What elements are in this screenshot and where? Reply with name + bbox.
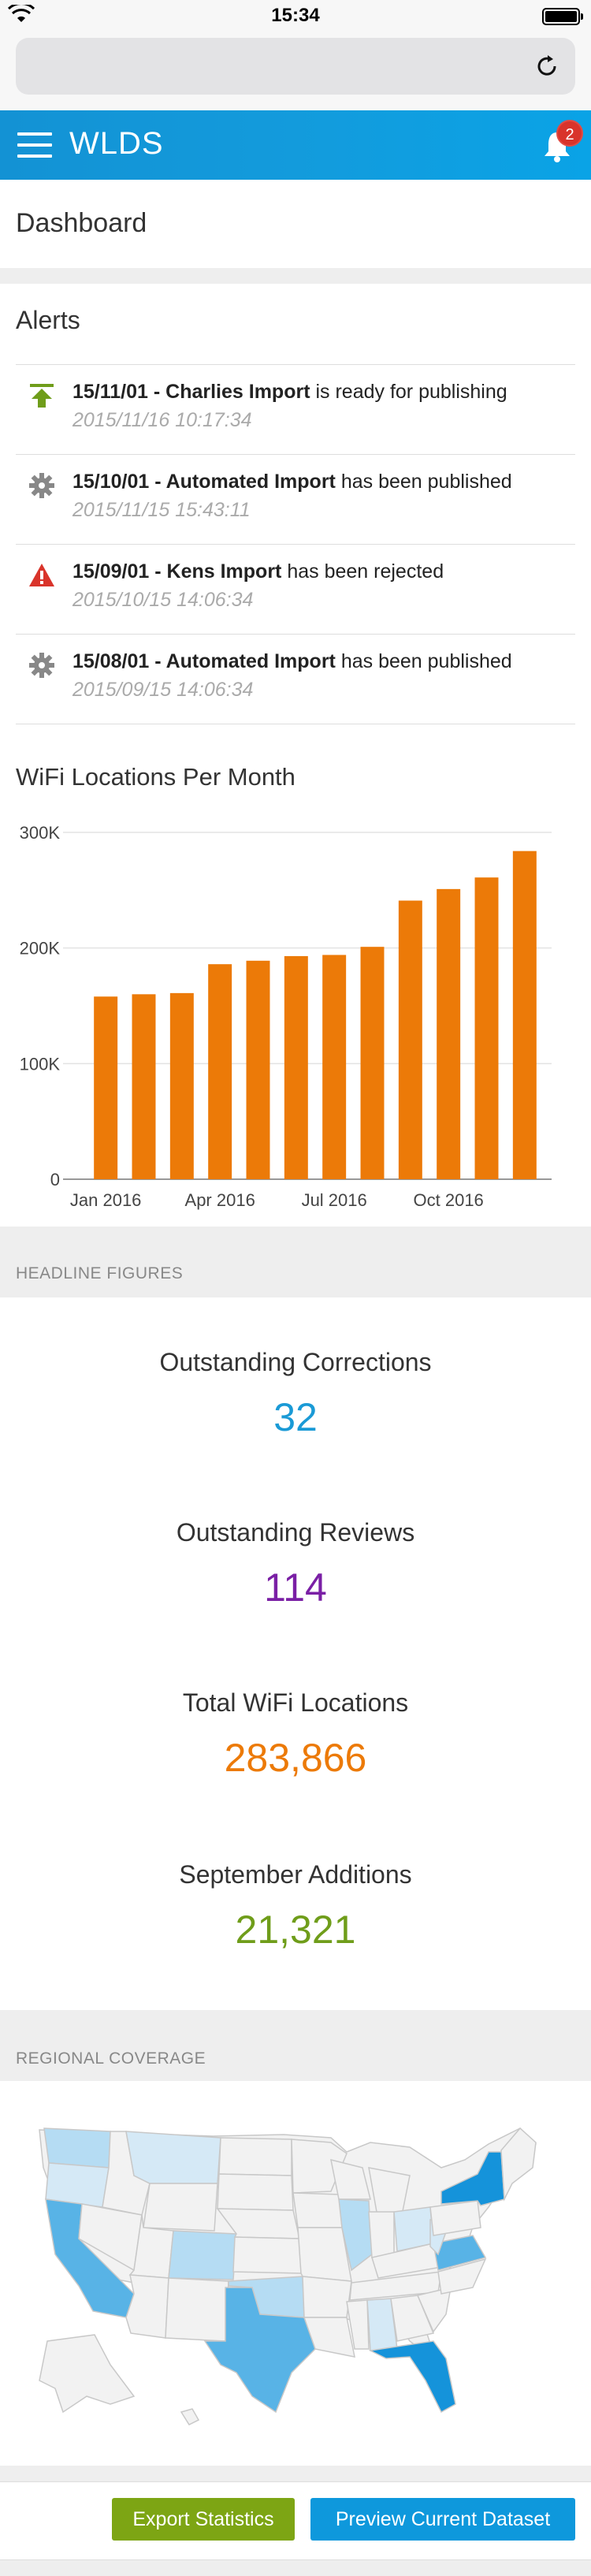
bar-feb-2016[interactable] [132, 994, 156, 1179]
address-bar[interactable] [16, 38, 575, 95]
state-florida [368, 2340, 456, 2414]
action-footer: Export Statistics Preview Current Datase… [0, 2481, 591, 2560]
state-washington [43, 2127, 111, 2168]
us-coverage-map[interactable] [0, 2081, 591, 2466]
state-montana [125, 2131, 221, 2184]
alert-time: 2015/11/15 15:43:11 [72, 499, 251, 521]
state-colorado [168, 2230, 237, 2280]
x-tick-label: Jan 2016 [70, 1190, 142, 1210]
bar-jun-2016[interactable] [284, 955, 308, 1179]
alert-item[interactable]: 15/09/01 - Kens Import has been rejected… [16, 545, 575, 635]
browser-toolbar [0, 32, 591, 110]
menu-icon[interactable] [17, 132, 52, 158]
state-wyoming [143, 2183, 218, 2232]
battery-icon [542, 8, 583, 25]
state-south-carolina [416, 2287, 452, 2333]
bar-oct-2016[interactable] [437, 888, 461, 1179]
x-tick-label: Apr 2016 [185, 1190, 255, 1210]
alert-item[interactable]: 15/11/01 - Charlies Import is ready for … [16, 365, 575, 455]
alert-item[interactable]: 15/08/01 - Automated Import has been pub… [16, 635, 575, 724]
figure-value: 114 [264, 1565, 327, 1610]
x-tick-label: Jul 2016 [302, 1190, 367, 1210]
state-hawaii [180, 2408, 200, 2425]
wifi-icon [8, 5, 35, 22]
status-bar: 15:34 [0, 0, 591, 32]
notification-badge: 2 [556, 120, 583, 147]
state-mississippi [346, 2299, 370, 2350]
alert-item[interactable]: 15/10/01 - Automated Import has been pub… [16, 455, 575, 545]
chart-title: WiFi Locations Per Month [16, 763, 296, 791]
warning-icon [29, 564, 54, 586]
status-time: 15:34 [271, 5, 320, 26]
bar-apr-2016[interactable] [208, 964, 232, 1179]
dashboard-header: Dashboard [0, 180, 591, 268]
state-georgia [390, 2295, 435, 2342]
state-texas [203, 2287, 316, 2414]
export-statistics-button[interactable]: Export Statistics [112, 2498, 295, 2541]
state-arizona [125, 2274, 169, 2339]
alerts-title: Alerts [16, 306, 80, 334]
bar-dec-2016[interactable] [512, 851, 537, 1179]
reload-icon[interactable] [533, 52, 561, 80]
alert-time: 2015/09/15 14:06:34 [72, 679, 254, 701]
figure-label: Outstanding Reviews [176, 1518, 415, 1547]
gear-icon [29, 653, 54, 678]
figure-outstanding-corrections: Outstanding Corrections 32 [0, 1348, 591, 1440]
state-arkansas [302, 2276, 352, 2318]
state-indiana [368, 2211, 395, 2258]
app-header: WLDS 2 [0, 110, 591, 180]
state-alaska [39, 2334, 136, 2414]
bar-may-2016[interactable] [246, 960, 270, 1179]
figure-value: 32 [273, 1395, 318, 1439]
alert-text: 15/09/01 - Kens Import has been rejected [72, 560, 444, 583]
bar-nov-2016[interactable] [474, 877, 499, 1179]
state-new-mexico [165, 2277, 229, 2342]
figure-total-wifi-locations: Total WiFi Locations 283,866 [0, 1688, 591, 1781]
alert-text: 15/10/01 - Automated Import has been pub… [72, 471, 512, 493]
figure-label: Total WiFi Locations [182, 1688, 409, 1717]
state-illinois [338, 2198, 373, 2272]
figure-label: Outstanding Corrections [159, 1348, 432, 1376]
alert-time: 2015/11/16 10:17:34 [72, 409, 252, 431]
upload-arrow-icon [30, 384, 54, 408]
page-title: Dashboard [16, 208, 147, 238]
state-south-dakota [217, 2173, 294, 2211]
state-wisconsin [330, 2158, 371, 2200]
y-tick-label: 200K [20, 939, 61, 959]
bar-mar-2016[interactable] [169, 992, 194, 1179]
figure-outstanding-reviews: Outstanding Reviews 114 [0, 1518, 591, 1610]
figure-label: September Additions [179, 1860, 412, 1889]
alert-list: 15/11/01 - Charlies Import is ready for … [16, 364, 575, 724]
y-tick-label: 100K [20, 1054, 61, 1074]
state-new-england [500, 2127, 537, 2202]
y-tick-label: 300K [20, 823, 61, 843]
regional-section-label: REGIONAL COVERAGE [16, 2049, 206, 2068]
figure-value: 283,866 [224, 1736, 367, 1780]
alert-time: 2015/10/15 14:06:34 [72, 589, 254, 611]
headline-card: Outstanding Corrections 32 Outstanding R… [0, 1297, 591, 2010]
alert-text: 15/11/01 - Charlies Import is ready for … [72, 381, 507, 403]
state-kansas [232, 2236, 302, 2274]
bar-jan-2016[interactable] [94, 996, 118, 1179]
x-tick-label: Oct 2016 [414, 1190, 484, 1210]
state-north-dakota [218, 2137, 292, 2176]
regional-card [0, 2081, 591, 2466]
bar-jul-2016[interactable] [322, 955, 347, 1179]
state-north-carolina [437, 2258, 487, 2295]
app-brand: WLDS [69, 126, 164, 161]
figure-september-additions: September Additions 21,321 [0, 1860, 591, 1952]
preview-dataset-button[interactable]: Preview Current Dataset [310, 2498, 575, 2541]
state-virginia [433, 2235, 487, 2271]
alert-text: 15/08/01 - Automated Import has been pub… [72, 650, 512, 672]
headline-section-label: HEADLINE FIGURES [16, 1264, 184, 1282]
wifi-locations-chart: 0 100K 200K 300K Jan 2016 Apr 2016 Jul 2016 Oct… [20, 823, 552, 1210]
bar-aug-2016[interactable] [360, 947, 385, 1179]
state-pennsylvania [429, 2200, 481, 2236]
figure-value: 21,321 [235, 1908, 356, 1952]
y-tick-label: 0 [50, 1170, 60, 1189]
state-iowa [292, 2192, 343, 2228]
gear-icon [29, 473, 54, 498]
bar-sep-2016[interactable] [398, 900, 422, 1179]
state-louisiana [303, 2317, 355, 2358]
